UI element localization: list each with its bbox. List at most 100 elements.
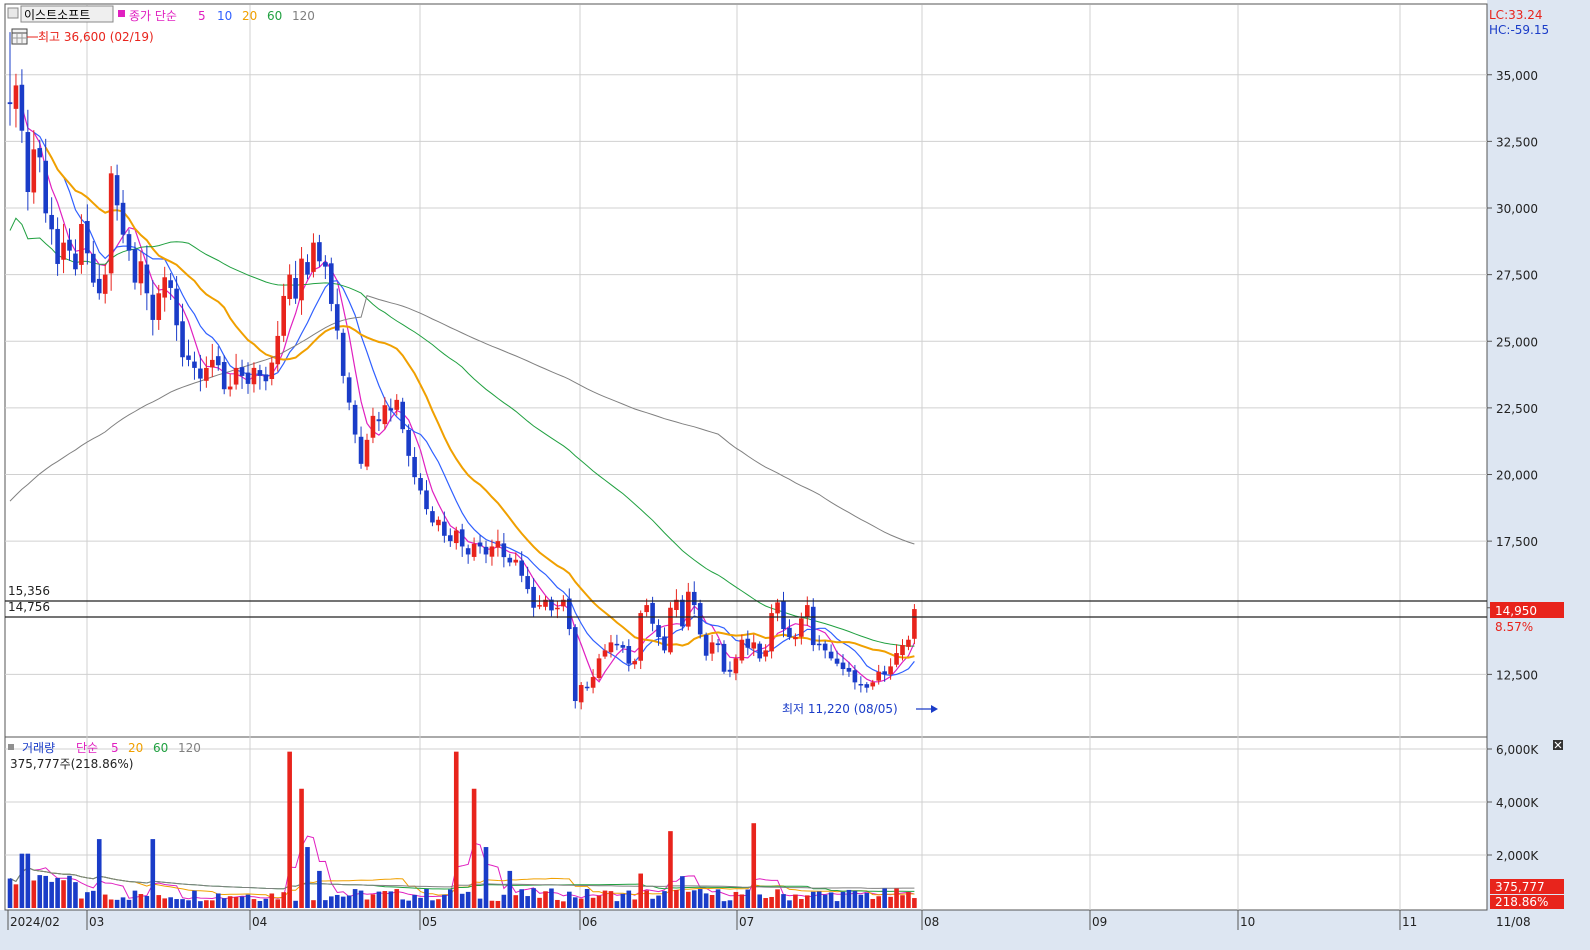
candle-body [584, 686, 590, 689]
volume-bar [67, 875, 72, 908]
month-label: 03 [89, 915, 104, 929]
volume-bar [870, 898, 876, 908]
volume-bar [293, 900, 298, 908]
candle-body [168, 280, 173, 288]
volume-bar [799, 899, 804, 908]
last-price-tag [1490, 602, 1564, 618]
volume-bar [138, 894, 144, 908]
candle-body [549, 599, 554, 611]
volume-bar [906, 892, 911, 908]
volume-bar [382, 891, 388, 908]
stock-name-box[interactable] [20, 5, 114, 23]
volume-bar [215, 893, 221, 908]
volume-bar [686, 891, 691, 908]
volume-bar [424, 889, 429, 908]
candle-body [293, 278, 298, 299]
volume-bar [763, 898, 768, 908]
price-tick-label: 30,000 [1496, 202, 1538, 216]
volume-bar [668, 831, 673, 908]
candle-body [49, 214, 54, 230]
price-tick-label: 25,000 [1496, 335, 1538, 349]
volume-bar [120, 897, 126, 908]
last-volume-tag [1490, 879, 1564, 894]
candle-body [299, 258, 304, 301]
volume-bar [864, 892, 870, 908]
candle-body [781, 600, 786, 630]
candle-body [787, 627, 792, 638]
candle-body [233, 367, 239, 385]
candle-body [311, 242, 316, 272]
volume-bar [483, 847, 489, 908]
volume-bar [311, 900, 316, 908]
candle-body [394, 399, 400, 410]
candle-body [769, 613, 774, 652]
candle-body [67, 239, 72, 251]
volume-bar [620, 893, 626, 908]
candle-body [525, 576, 530, 590]
volume-bar [781, 894, 786, 908]
volume-bar [329, 896, 334, 908]
volume-current: 375,777주(218.86%) [10, 757, 133, 771]
volume-bar [114, 899, 120, 908]
volume-bar [156, 895, 162, 908]
candle-body [239, 367, 245, 376]
volume-bar [85, 892, 90, 908]
candle-body [906, 639, 911, 647]
close-icon[interactable] [1553, 740, 1563, 750]
candle-body [448, 535, 453, 542]
volume-bar [317, 870, 322, 908]
candle-body [263, 374, 269, 382]
volume-bar [323, 900, 328, 908]
candle-body [697, 603, 703, 635]
volume-bar [888, 896, 893, 908]
candle-body [251, 367, 257, 385]
candle-body [489, 546, 495, 557]
candle-body [186, 355, 191, 360]
candle-body [317, 242, 322, 262]
candle-body [412, 456, 417, 478]
collapse-icon[interactable] [7, 7, 19, 19]
month-label: 06 [582, 915, 597, 929]
candle-body [733, 658, 739, 674]
legend-ma-10: 10 [217, 9, 232, 23]
candle-body [174, 288, 179, 326]
volume-bar [751, 823, 757, 908]
month-label: 11 [1402, 915, 1417, 929]
volume-bar [846, 889, 852, 908]
volume-bar [370, 894, 376, 908]
volume-bar [394, 889, 400, 908]
candle-body [864, 684, 870, 688]
candle-body [198, 368, 203, 379]
price-tick-label: 35,000 [1496, 69, 1538, 83]
volume-bar [638, 873, 643, 908]
candle-body [691, 591, 697, 606]
candle-body [828, 651, 834, 659]
candle-body [894, 653, 899, 665]
candle-body [632, 661, 638, 665]
candle-body [531, 586, 536, 608]
candle-body [257, 370, 263, 376]
volume-bar [418, 897, 423, 908]
candle-body [757, 643, 762, 659]
candle-body [406, 429, 411, 456]
candle-body [352, 404, 358, 435]
volume-bar [674, 889, 679, 908]
candle-body [876, 671, 881, 681]
candle-body [7, 102, 13, 105]
volume-bar [275, 899, 281, 908]
low-arrow-icon [931, 705, 938, 713]
volume-bar [245, 894, 251, 908]
candle-body [721, 643, 727, 672]
candle-body [114, 175, 120, 206]
volume-marker-icon [8, 744, 14, 750]
candle-body [900, 645, 905, 656]
candle-body [442, 521, 447, 536]
candle-body [620, 645, 626, 648]
volume-bar [269, 893, 275, 908]
candle-body [608, 642, 614, 653]
candle-body [275, 335, 281, 365]
calendar-icon[interactable] [11, 28, 28, 45]
volume-bar [471, 788, 477, 908]
volume-bar [162, 898, 167, 908]
candle-body [55, 228, 60, 264]
